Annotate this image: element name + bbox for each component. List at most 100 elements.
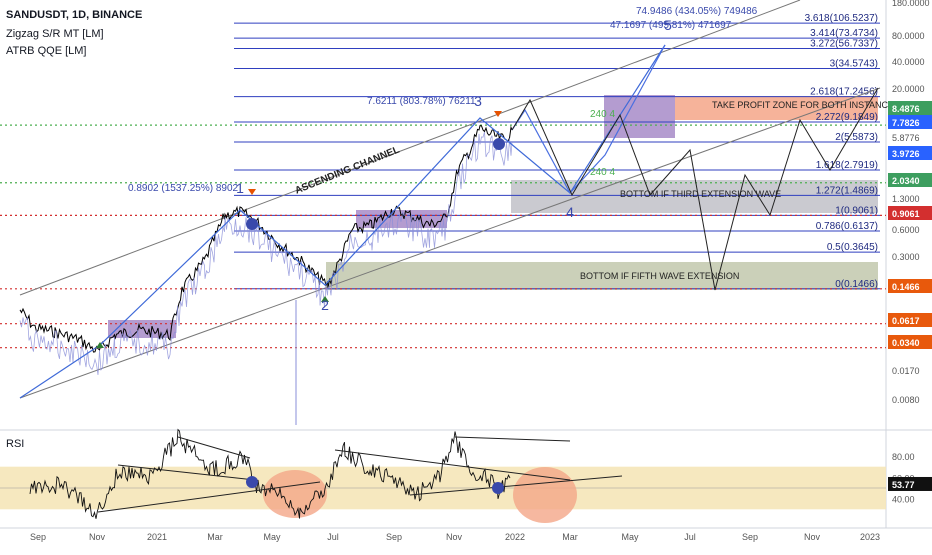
rsi-trendline-6 xyxy=(409,475,623,496)
price-badge: 0.0617 xyxy=(892,316,920,326)
zigzag-line xyxy=(19,44,666,399)
price-badge-bg xyxy=(888,115,932,129)
wave-label-5: 5 xyxy=(664,17,672,33)
price-badge-bg xyxy=(888,279,932,293)
price-tick-label: 80.0000 xyxy=(892,31,925,41)
pivot-label-240b: 240 4 xyxy=(590,167,615,178)
rsi-line xyxy=(29,428,511,519)
atrb-band-line xyxy=(19,131,513,375)
pivot-label-240a: 240 4 xyxy=(590,109,615,120)
price-badge: 0.1466 xyxy=(892,282,920,292)
rsi-pivot-2 xyxy=(492,482,504,494)
fifth-wave-bottom-zone xyxy=(326,262,878,290)
fib-level-label: 3.618(106.5237) xyxy=(805,13,878,24)
rsi-trendline-2 xyxy=(177,436,251,459)
price-badge: 7.7826 xyxy=(892,118,920,128)
price-badge: 0.9061 xyxy=(892,209,920,219)
time-tick-label: Sep xyxy=(742,532,758,542)
rsi-value-badge-bg xyxy=(888,476,932,491)
time-axis[interactable]: Sep Nov 2021 Mar May Jul Sep Nov 2022 Mar May Jul Se… xyxy=(30,532,880,542)
rsi-tick-label: 40.00 xyxy=(892,495,915,505)
time-tick-label: 2021 xyxy=(147,532,167,542)
wave-label-1: 1 xyxy=(236,180,244,196)
fib-level-label: 2.618(17.2456) xyxy=(810,87,878,98)
time-tick-label: Jul xyxy=(684,532,696,542)
purple-zone-top xyxy=(604,95,675,138)
time-tick-label: Nov xyxy=(89,532,106,542)
symbol-title[interactable]: SANDUSDT, 1D, BINANCE xyxy=(6,9,143,21)
time-tick-label: 2023 xyxy=(860,532,880,542)
price-tick-label: 0.0080 xyxy=(892,395,920,405)
indicator-zigzag-label[interactable]: Zigzag S/R MT [LM] xyxy=(6,28,104,40)
price-badge-bg xyxy=(888,206,932,220)
take-profit-label: TAKE PROFIT ZONE FOR BOTH INSTANCES xyxy=(712,100,900,110)
sell-arrow-3 xyxy=(494,111,502,117)
price-axis[interactable]: 180.0000 80.0000 40.0000 20.0000 1.3000 0.600… xyxy=(888,0,932,405)
markers-layer xyxy=(96,111,505,348)
buy-arrow-1 xyxy=(96,342,104,348)
rsi-pivot-1 xyxy=(246,476,258,488)
fib-level-label: 2(5.5873) xyxy=(835,132,878,143)
price-line xyxy=(19,125,513,353)
zones-layer xyxy=(108,95,878,338)
time-tick-label: Nov xyxy=(446,532,463,542)
fib-level-label: 3.272(56.7337) xyxy=(810,39,878,50)
price-tick-label: 180.0000 xyxy=(892,0,930,8)
price-badge-bg xyxy=(888,101,932,115)
projection-blue-path xyxy=(511,44,666,195)
rsi-trendline-1 xyxy=(117,464,256,481)
time-tick-label: 2022 xyxy=(505,532,525,542)
purple-zone-early xyxy=(108,320,176,338)
price-badge: 3.9726 xyxy=(892,149,920,159)
rsi-trendline-3 xyxy=(97,481,321,513)
time-tick-label: Sep xyxy=(386,532,402,542)
indicator-atrb-label[interactable]: ATRB QQE [LM] xyxy=(6,45,87,57)
rsi-trendline-4 xyxy=(334,449,571,481)
rsi-tick-label: 80.00 xyxy=(892,452,915,462)
fib-lines-layer: 3.618(106.5237) 3.414(73.4734)3.272(56.73… xyxy=(234,13,880,290)
rsi-highlight-2 xyxy=(513,467,577,523)
take-profit-zone xyxy=(675,96,878,120)
time-tick-label: Mar xyxy=(562,532,578,542)
rsi-value-badge: 53.77 xyxy=(892,480,915,490)
rsi-title[interactable]: RSI xyxy=(6,438,25,450)
time-tick-label: May xyxy=(263,532,281,542)
pivot-label-7621: 7.6211 (803.78%) 76211 xyxy=(367,96,476,107)
pivot-label-7494: 74.9486 (434.05%) 749486 xyxy=(636,6,758,17)
time-tick-label: Jul xyxy=(327,532,339,542)
fib-level-label: 3.414(73.4734) xyxy=(810,28,878,39)
price-badge-bg xyxy=(888,146,932,160)
channel-upper-line xyxy=(19,0,801,296)
price-tick-label: 0.0170 xyxy=(892,366,920,376)
price-badge: 8.4876 xyxy=(892,104,920,114)
pivot-label-4716: 47.1697 (495.81%) 471697 xyxy=(610,20,732,31)
price-badge: 0.0340 xyxy=(892,338,920,348)
fib-level-label: 2.272(9.1849) xyxy=(816,112,878,123)
price-badge: 5.8776 xyxy=(892,133,920,143)
price-badge: 2.0340 xyxy=(892,176,920,186)
fib-level-label: 0.5(0.3645) xyxy=(827,242,878,253)
rsi-highlight-1 xyxy=(263,470,327,518)
price-tick-label: 40.0000 xyxy=(892,57,925,67)
price-badge-bg xyxy=(888,313,932,327)
third-wave-bottom-zone xyxy=(511,180,878,213)
time-tick-label: May xyxy=(621,532,639,542)
price-tick-label: 1.3000 xyxy=(892,194,920,204)
rsi-trendline-5 xyxy=(454,436,571,442)
price-tick-label: 0.6000 xyxy=(892,225,920,235)
projection-black-path xyxy=(511,87,879,291)
price-layer xyxy=(19,44,666,425)
pivot-marker-3 xyxy=(493,138,505,150)
price-badge-bg xyxy=(888,335,932,349)
price-tick-label: 20.0000 xyxy=(892,84,925,94)
sell-arrow-1 xyxy=(248,189,256,195)
time-tick-label: Mar xyxy=(207,532,223,542)
ascending-channel-label: ASCENDING CHANNEL xyxy=(293,145,401,197)
fib-level-label: 1(0.9061) xyxy=(835,205,878,216)
fib-level-label: 0(0.1466) xyxy=(835,279,878,290)
pivot-label-0890: 0.8902 (1537.25%) 8902 xyxy=(128,183,239,194)
bottom-fifth-label: BOTTOM IF FIFTH WAVE EXTENSION xyxy=(580,271,739,281)
